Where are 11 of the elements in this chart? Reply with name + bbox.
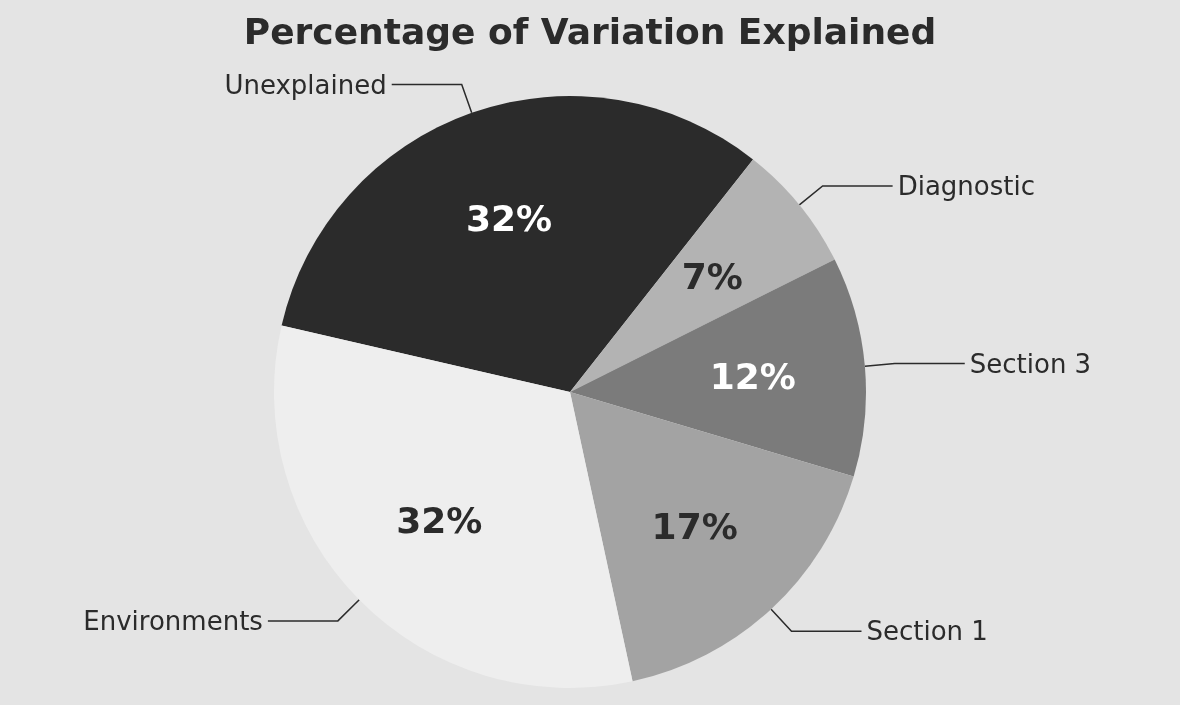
data-label: 7% (681, 255, 743, 297)
data-label: 32% (465, 198, 553, 240)
slice-label: Section 3 (969, 348, 1092, 379)
slice-label: Section 1 (866, 616, 988, 647)
slice-label: Environments (83, 605, 263, 636)
data-label: 32% (396, 500, 483, 542)
data-label: 17% (651, 506, 738, 548)
chart-title: Percentage of Variation Explained (243, 10, 937, 52)
slice-label: Unexplained (224, 69, 387, 100)
data-label: 12% (709, 355, 796, 397)
slice-label: Diagnostic (897, 170, 1035, 201)
